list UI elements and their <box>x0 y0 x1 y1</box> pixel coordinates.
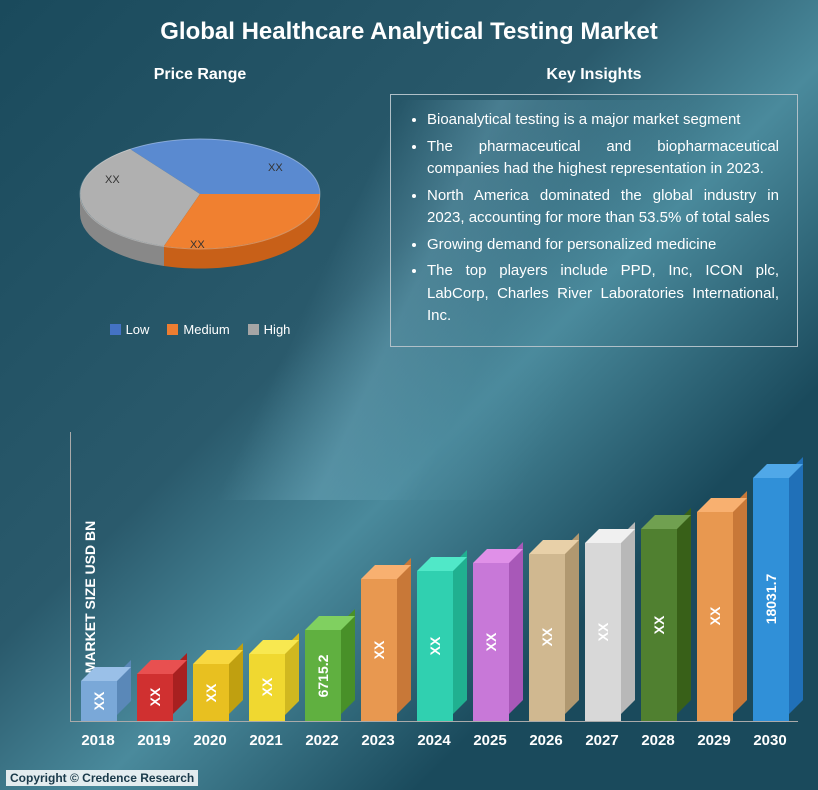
x-tick-label: 2018 <box>73 732 123 749</box>
legend-swatch <box>248 324 259 335</box>
pie-column: Price Range XX XX <box>20 66 380 347</box>
bar-value-label: XX <box>595 623 611 642</box>
bar: XX <box>193 664 229 721</box>
bar: XX <box>641 529 677 721</box>
legend-swatch <box>167 324 178 335</box>
bar: XX <box>361 579 397 721</box>
x-tick-label: 2025 <box>465 732 515 749</box>
bar-value-label: XX <box>483 633 499 652</box>
insights-column: Key Insights Bioanalytical testing is a … <box>380 66 798 347</box>
bar: XX <box>249 654 285 722</box>
x-tick-label: 2026 <box>521 732 571 749</box>
x-tick-label: 2029 <box>689 732 739 749</box>
legend-label: Low <box>126 322 150 337</box>
pie-legend: Low Medium High <box>20 322 380 337</box>
top-section: Price Range XX XX <box>0 56 818 347</box>
bar-value-label: XX <box>371 641 387 660</box>
bar: 6715.2 <box>305 630 341 721</box>
bar-value-label: XX <box>651 616 667 635</box>
legend-item-high: High <box>248 322 291 337</box>
insight-item: North America dominated the global indus… <box>427 185 779 230</box>
legend-item-low: Low <box>110 322 150 337</box>
bar-value-label: XX <box>427 637 443 656</box>
pie-chart: XX XX XX <box>50 94 350 304</box>
pie-slice-label-high: XX <box>105 174 120 186</box>
x-tick-label: 2028 <box>633 732 683 749</box>
pie-svg <box>50 94 350 304</box>
bar-value-label: 18031.7 <box>763 574 779 625</box>
bar: XX <box>585 543 621 721</box>
bar: 18031.7 <box>753 478 789 721</box>
pie-slice-label-medium: XX <box>190 239 205 251</box>
bar: XX <box>417 571 453 721</box>
pie-heading: Price Range <box>20 66 380 84</box>
insights-box: Bioanalytical testing is a major market … <box>390 94 798 347</box>
x-tick-label: 2024 <box>409 732 459 749</box>
x-tick-label: 2023 <box>353 732 403 749</box>
insight-item: The top players include PPD, Inc, ICON p… <box>427 260 779 328</box>
x-tick-label: 2022 <box>297 732 347 749</box>
bar-value-label: XX <box>707 607 723 626</box>
pie-slice-label-low: XX <box>268 162 283 174</box>
copyright-text: Copyright © Credence Research <box>6 770 198 786</box>
insight-item: Bioanalytical testing is a major market … <box>427 109 779 132</box>
bar-value-label: XX <box>91 691 107 710</box>
insight-item: Growing demand for personalized medicine <box>427 234 779 257</box>
bar-value-label: XX <box>259 678 275 697</box>
bar: XX <box>697 512 733 721</box>
insight-item: The pharmaceutical and biopharmaceutical… <box>427 136 779 181</box>
insights-heading: Key Insights <box>390 66 798 84</box>
bar: XX <box>137 674 173 721</box>
legend-swatch <box>110 324 121 335</box>
x-tick-label: 2030 <box>745 732 795 749</box>
legend-item-medium: Medium <box>167 322 229 337</box>
x-axis-labels: 2018 2019 2020 2021 2022 2023 2024 2025 2026 2027… <box>70 726 798 762</box>
legend-label: Medium <box>183 322 229 337</box>
x-tick-label: 2021 <box>241 732 291 749</box>
bar-value-label: XX <box>539 628 555 647</box>
bar-chart-section: MARKET SIZE USD BN XXXXXXXX6715.2XXXXXXX… <box>0 432 818 762</box>
plot-area: XX XX XX XX 6715.2 XX XX XX XX XX XX XX 18031.7 <box>70 432 798 722</box>
bar: XX <box>473 563 509 721</box>
bar: XX <box>81 681 117 722</box>
bar-value-label: 6715.2 <box>315 654 331 697</box>
x-tick-label: 2020 <box>185 732 235 749</box>
legend-label: High <box>264 322 291 337</box>
bar: XX <box>529 554 565 721</box>
x-tick-label: 2019 <box>129 732 179 749</box>
insights-list: Bioanalytical testing is a major market … <box>409 109 779 328</box>
bar-value-label: XX <box>147 688 163 707</box>
page-title: Global Healthcare Analytical Testing Mar… <box>0 0 818 56</box>
x-tick-label: 2027 <box>577 732 627 749</box>
bar-value-label: XX <box>203 683 219 702</box>
